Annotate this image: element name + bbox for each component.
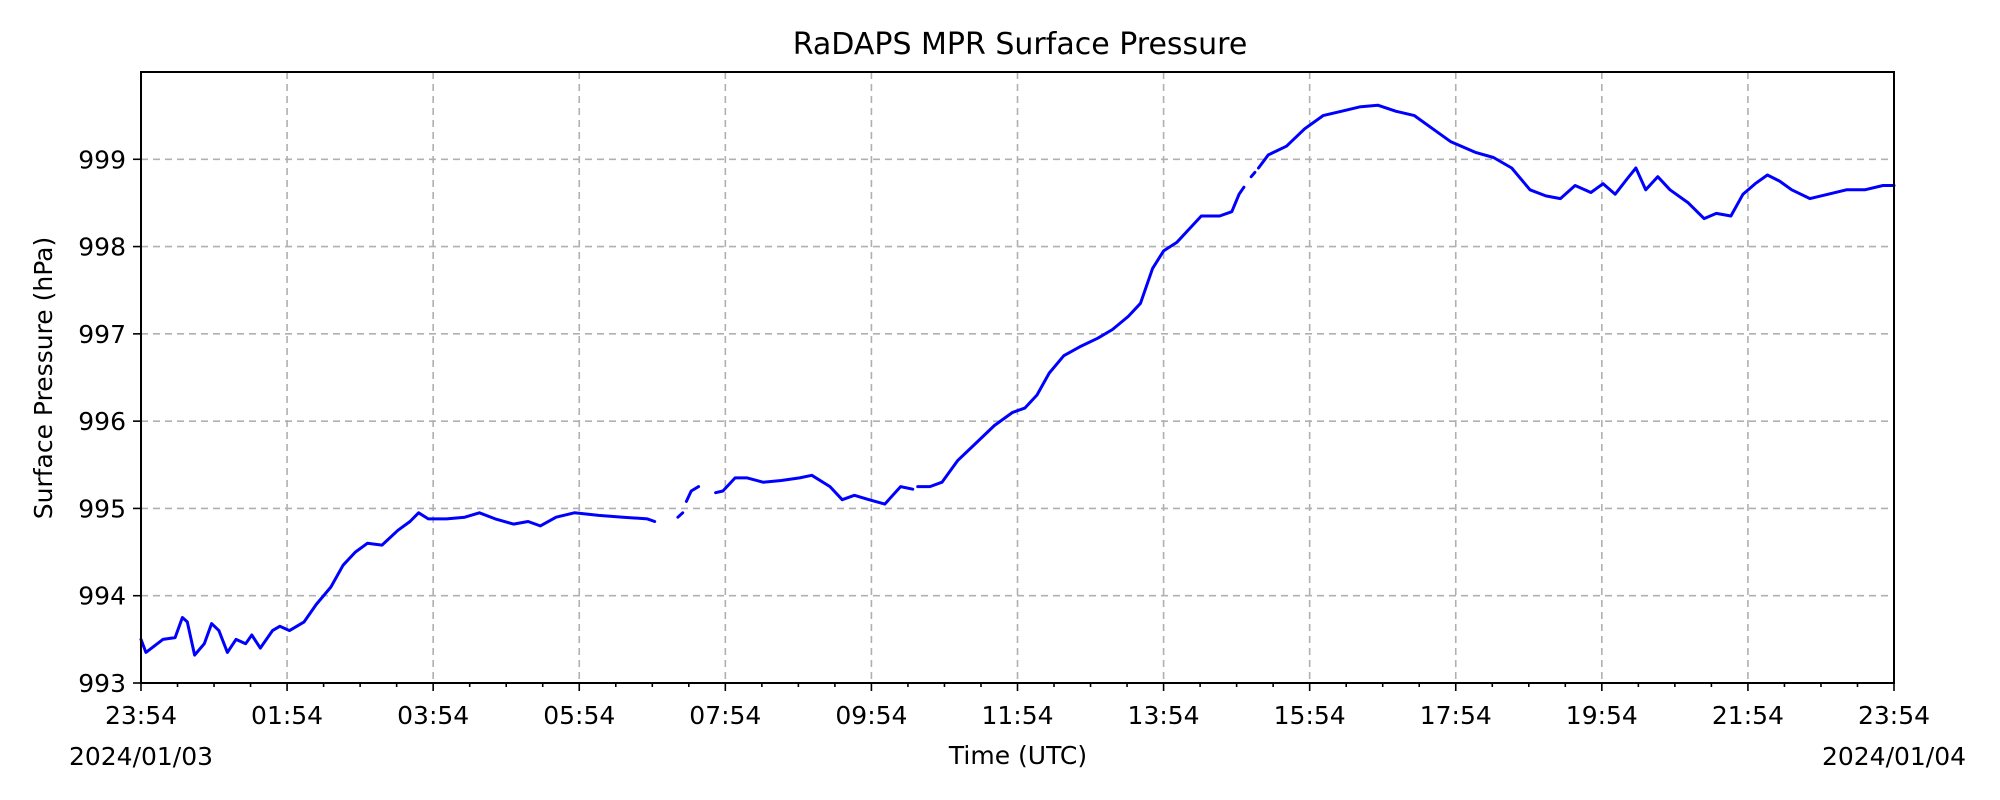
x-tick-label: 13:54 xyxy=(1128,701,1200,730)
x-tick-label: 21:54 xyxy=(1712,701,1784,730)
pressure-line-segment xyxy=(684,485,701,503)
chart-title: RaDAPS MPR Surface Pressure xyxy=(793,27,1248,62)
pressure-line-segment xyxy=(676,511,685,519)
series-layer xyxy=(139,103,1896,657)
pressure-line-segment xyxy=(714,473,915,506)
x-tick-label: 17:54 xyxy=(1420,701,1492,730)
y-tick-label: 998 xyxy=(78,233,126,262)
y-tick-label: 997 xyxy=(78,320,126,349)
x-tick-label: 23:54 xyxy=(1858,701,1930,730)
x-tick-label: 03:54 xyxy=(397,701,469,730)
y-tick-label: 999 xyxy=(78,145,126,174)
y-tick-label: 994 xyxy=(78,582,126,611)
y-axis-label: Surface Pressure (hPa) xyxy=(29,237,58,520)
axis-ticks: 23:54 01:54 03:54 05:54 07:54 09:54 11:54 13:54… xyxy=(69,145,1966,771)
x-tick-label: 19:54 xyxy=(1566,701,1638,730)
pressure-line-segment xyxy=(139,511,657,657)
y-tick-label: 993 xyxy=(78,669,126,698)
x-date-label-end: 2024/01/04 xyxy=(1822,742,1966,771)
pressure-line-segment xyxy=(916,185,1246,489)
x-tick-label: 07:54 xyxy=(689,701,761,730)
x-tick-label: 23:54 xyxy=(105,701,177,730)
y-tick-label: 995 xyxy=(78,494,126,523)
x-date-label-start: 2024/01/03 xyxy=(69,742,213,771)
x-tick-label: 01:54 xyxy=(251,701,323,730)
x-tick-label: 09:54 xyxy=(835,701,907,730)
x-axis-label: Time (UTC) xyxy=(948,741,1087,770)
x-tick-label: 05:54 xyxy=(543,701,615,730)
y-tick-label: 996 xyxy=(78,407,126,436)
pressure-line-segment xyxy=(1257,103,1896,221)
pressure-line-segment xyxy=(1249,170,1257,179)
x-tick-label: 15:54 xyxy=(1274,701,1346,730)
x-tick-label: 11:54 xyxy=(981,701,1053,730)
grid-lines xyxy=(141,72,1894,684)
